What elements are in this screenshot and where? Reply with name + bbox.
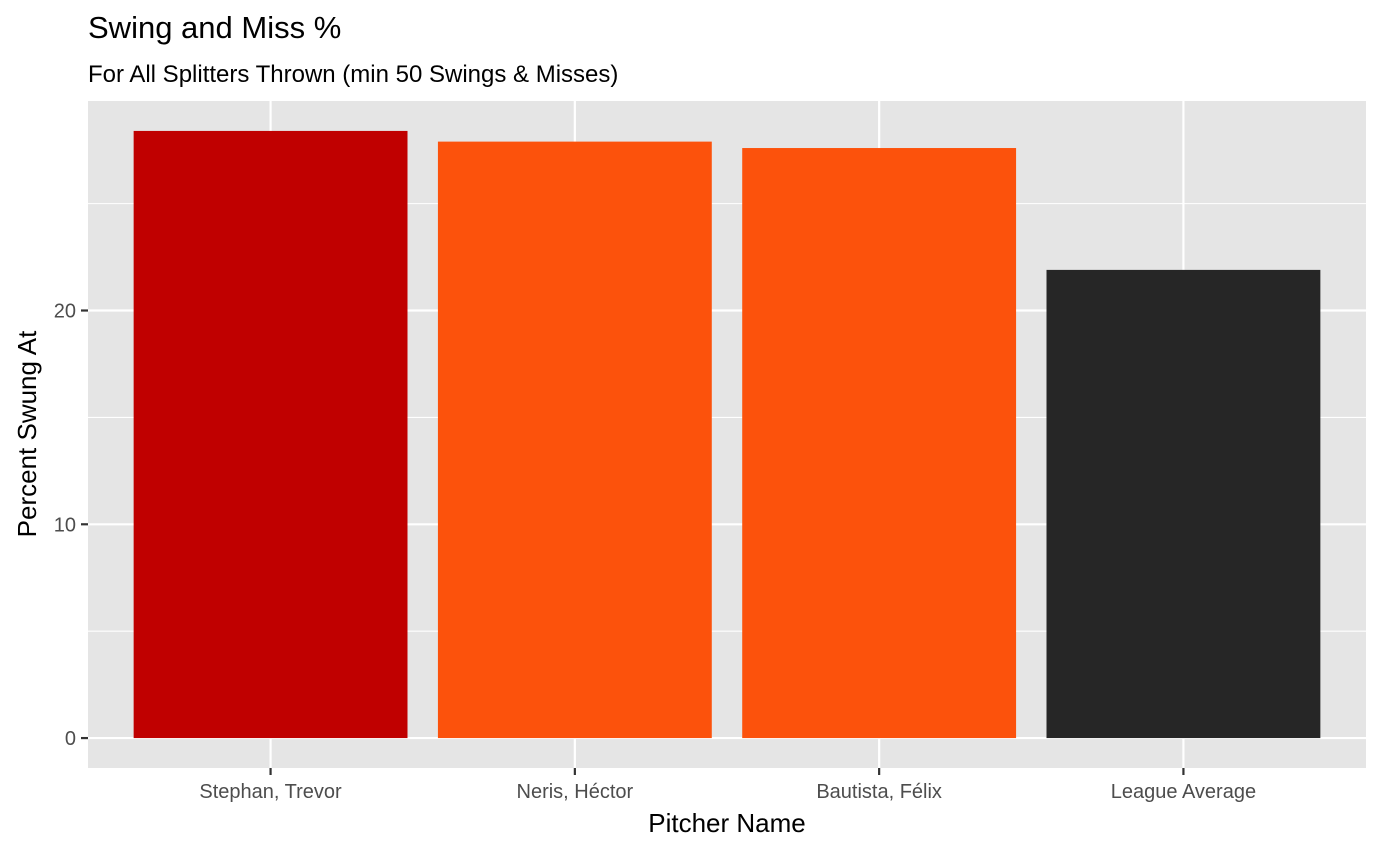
x-axis-title: Pitcher Name	[648, 808, 806, 838]
x-tick-label: League Average	[1111, 781, 1256, 803]
chart-subtitle: For All Splitters Thrown (min 50 Swings …	[88, 61, 618, 88]
y-axis-title: Percent Swung At	[12, 330, 42, 537]
x-tick-label: Bautista, Félix	[816, 781, 942, 803]
axes: 0 10 20 Stephan, Trevor Neris, Héctor Bautist…	[54, 301, 1256, 803]
bar	[437, 141, 712, 739]
y-tick-label: 0	[65, 728, 76, 750]
bars	[133, 130, 1321, 739]
y-tick-label: 10	[54, 514, 76, 536]
bar	[1046, 269, 1321, 739]
chart-title: Swing and Miss %	[88, 10, 341, 45]
x-tick-label: Stephan, Trevor	[199, 781, 342, 803]
bar	[133, 130, 408, 739]
y-tick-label: 20	[54, 301, 76, 323]
x-tick-label: Neris, Héctor	[517, 781, 634, 803]
bar	[742, 148, 1017, 739]
